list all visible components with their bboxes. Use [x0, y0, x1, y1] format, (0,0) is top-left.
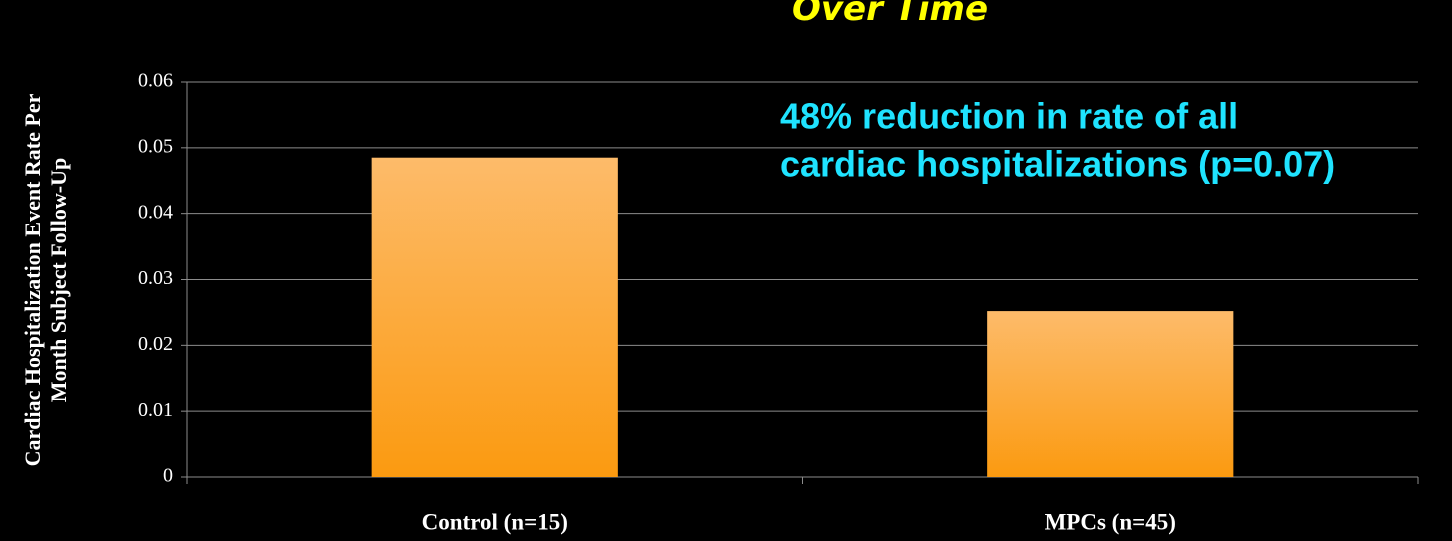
y-tick-label: 0.03 — [138, 267, 173, 289]
y-tick-label: 0.06 — [138, 70, 173, 92]
bar — [987, 311, 1234, 477]
x-tick-label: MPCs (n=45) — [1045, 509, 1176, 534]
y-axis-label-line: Month Subject Follow-Up — [46, 158, 71, 402]
y-tick-label: 0.04 — [138, 201, 173, 223]
y-tick-label: 0.05 — [138, 135, 173, 157]
y-tick-label: 0.01 — [138, 399, 173, 421]
y-axis-label-line: Cardiac Hospitalization Event Rate Per — [20, 93, 45, 466]
x-tick-label: Control (n=15) — [422, 509, 568, 534]
annotation: cardiac hospitalizations (p=0.07) — [780, 144, 1335, 185]
annotation: 48% reduction in rate of all — [780, 96, 1238, 137]
y-axis-label: Cardiac Hospitalization Event Rate Per M… — [20, 93, 71, 466]
y-tick-label: 0 — [163, 465, 173, 487]
bar — [371, 157, 618, 478]
chart-title: Over Time — [792, 0, 988, 29]
y-tick-label: 0.02 — [138, 333, 173, 355]
